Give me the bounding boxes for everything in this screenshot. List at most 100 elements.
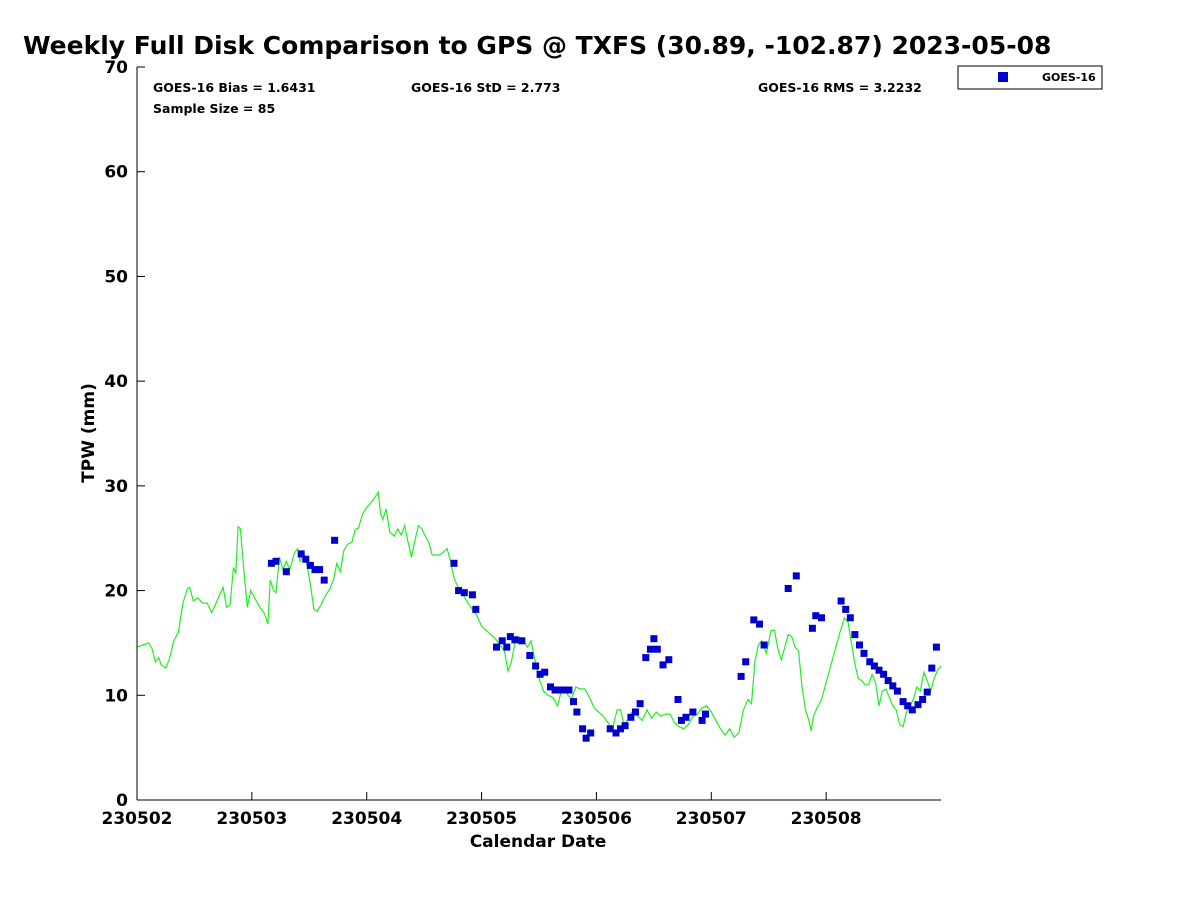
- goes16-point: [617, 725, 624, 733]
- goes16-point: [784, 585, 792, 592]
- goes16-point: [674, 696, 682, 703]
- goes16-point: [899, 698, 907, 706]
- goes16-point: [866, 658, 874, 666]
- goes16-point: [582, 734, 590, 742]
- y-axis-label: TPW (mm): [79, 383, 99, 483]
- goes16-point: [650, 635, 658, 643]
- goes16-point: [837, 597, 845, 605]
- y-tick-label: 10: [104, 686, 128, 706]
- goes16-point: [498, 637, 506, 645]
- goes16-point: [860, 649, 868, 657]
- goes16-point: [842, 605, 850, 613]
- goes16-point: [267, 559, 275, 567]
- legend: GOES-16: [957, 65, 1103, 90]
- goes16-point: [818, 614, 825, 622]
- goes16-point: [904, 702, 912, 710]
- goes16-point: [689, 708, 697, 716]
- goes16-point: [808, 624, 816, 632]
- goes16-point: [532, 662, 540, 670]
- goes16-point: [856, 641, 863, 649]
- goes16-point: [536, 670, 544, 678]
- goes16-point: [908, 706, 916, 714]
- goes16-point: [503, 643, 511, 651]
- goes16-point: [919, 696, 927, 703]
- x-tick-label: 230508: [791, 809, 862, 829]
- goes16-point: [884, 677, 892, 685]
- goes16-point: [742, 658, 750, 666]
- x-tick-label: 230502: [102, 809, 173, 829]
- goes16-point: [846, 614, 854, 622]
- x-axis-label: Calendar Date: [470, 832, 607, 852]
- goes16-point: [698, 716, 706, 724]
- goes16-point: [851, 631, 859, 639]
- bias-stat: GOES-16 Bias = 1.6431: [153, 80, 315, 95]
- goes16-point: [316, 566, 324, 574]
- legend-label-goes16: GOES-16: [1042, 71, 1096, 84]
- goes16-point: [636, 700, 644, 708]
- y-tick-label: 50: [104, 267, 128, 287]
- goes16-point: [455, 587, 463, 595]
- goes16-point: [587, 729, 595, 737]
- goes16-point: [870, 662, 878, 670]
- goes16-point: [541, 668, 549, 676]
- goes16-point: [737, 672, 745, 680]
- goes16-point: [472, 605, 480, 613]
- goes16-point: [928, 664, 936, 672]
- goes16-point: [518, 637, 526, 645]
- axis-ticks: 0 10 20 30 40 50 60 70 230502 230503 230504 230505 2…: [102, 58, 862, 829]
- y-tick-label: 70: [104, 58, 128, 78]
- goes16-point: [306, 561, 314, 569]
- goes16-point: [812, 612, 820, 620]
- chart-title: Weekly Full Disk Comparison to GPS @ TXF…: [23, 31, 1051, 60]
- goes16-point: [272, 557, 280, 565]
- legend-marker-goes16: [998, 72, 1008, 82]
- goes16-point: [682, 713, 690, 721]
- goes16-point: [331, 536, 339, 544]
- goes16-point: [756, 620, 763, 628]
- goes16-point: [297, 550, 305, 558]
- std-stat: GOES-16 StD = 2.773: [411, 80, 560, 95]
- y-tick-label: 0: [116, 791, 128, 811]
- goes16-point: [556, 686, 564, 694]
- y-tick-label: 60: [104, 163, 128, 183]
- goes16-point: [493, 643, 500, 651]
- goes16-point: [760, 641, 768, 649]
- goes16-point: [627, 713, 635, 721]
- x-tick-label: 230503: [216, 809, 287, 829]
- goes16-point: [646, 645, 654, 653]
- goes16-point: [282, 568, 290, 576]
- goes16-point: [880, 670, 888, 678]
- sample-size-stat: Sample Size = 85: [153, 101, 275, 116]
- goes16-point: [659, 661, 667, 669]
- goes16-point: [612, 729, 620, 737]
- goes16-point: [460, 589, 468, 597]
- goes16-point: [702, 710, 709, 718]
- goes16-point: [606, 725, 614, 733]
- goes16-point: [468, 591, 476, 599]
- goes16-point: [792, 572, 800, 580]
- goes16-point: [579, 725, 587, 733]
- goes16-point: [889, 682, 897, 690]
- legend-box: [957, 65, 1103, 90]
- goes16-point: [320, 576, 328, 584]
- goes16-point: [653, 645, 661, 653]
- goes16-point: [511, 636, 519, 644]
- goes16-point: [302, 555, 310, 563]
- goes16-point: [311, 566, 319, 574]
- goes16-point: [665, 656, 673, 664]
- y-tick-label: 30: [104, 477, 128, 497]
- x-tick-label: 230504: [331, 809, 402, 829]
- y-tick-label: 40: [104, 372, 128, 392]
- goes16-point: [573, 708, 581, 716]
- y-tick-label: 20: [104, 582, 128, 602]
- goes16-point: [632, 708, 639, 716]
- goes16-point: [565, 686, 573, 694]
- plot-series: [136, 490, 942, 742]
- goes16-point: [914, 701, 922, 709]
- goes16-point: [526, 652, 534, 659]
- goes16-point: [570, 698, 577, 706]
- x-tick-label: 230506: [561, 809, 632, 829]
- goes16-point: [621, 722, 629, 730]
- goes16-point: [677, 716, 685, 724]
